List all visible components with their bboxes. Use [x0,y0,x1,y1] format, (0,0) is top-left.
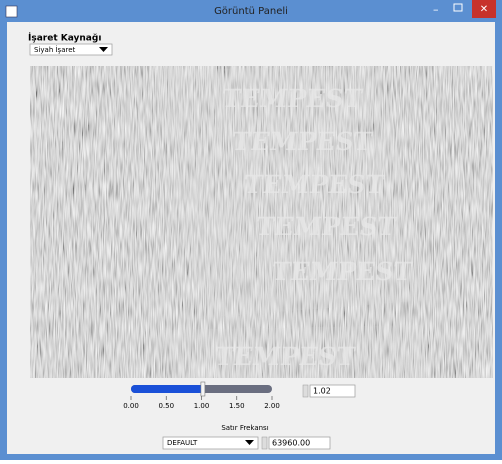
minimize-button[interactable]: – [433,3,439,16]
close-icon: ✕ [480,4,488,15]
image-text: TEMPEST [254,211,399,241]
frequency-value: 63960.00 [272,439,310,448]
image-text: TEMPEST [220,83,365,113]
window: Görüntü Paneli – ✕ İşaret Kaynağı Siyah … [0,0,502,460]
slider-value: 1.02 [313,387,331,396]
slider-tick-label: 0.00 [123,402,139,410]
image-text: TEMPEST [213,341,358,371]
slider-tick-label: 1.50 [229,402,245,410]
source-label: İşaret Kaynağı [28,33,101,44]
window-title: Görüntü Paneli [214,6,288,17]
slider-thumb[interactable] [201,382,205,396]
image-text: TEMPEST [230,126,375,156]
system-menu-icon[interactable] [6,6,17,17]
image-text: TEMPEST [242,169,387,199]
value-spinner[interactable] [303,385,308,397]
slider-tick-label: 0.50 [158,402,174,410]
source-selected: Siyah İşaret [34,45,76,54]
slider-fill [131,385,203,393]
slider-tick-label: 2.00 [264,402,280,410]
image-text: TEMPEST [270,256,415,286]
slider-tick-label: 1.00 [194,402,210,410]
frequency-label: Satır Frekansı [221,424,268,432]
preset-selected: DEFAULT [167,439,198,447]
frequency-spinner[interactable] [262,437,267,449]
